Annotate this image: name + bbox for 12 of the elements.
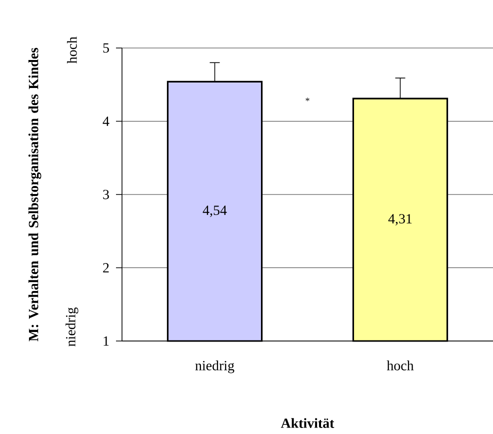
y-tick-label: 5: [103, 43, 109, 53]
annotation: *: [306, 98, 310, 102]
data-label: 4,54: [202, 206, 227, 218]
y-tick-label: 2: [103, 263, 109, 272]
data-label: 4,31: [388, 214, 412, 226]
text: hoch: [67, 36, 77, 64]
y-axis-title: M: Verhalten und Selbstorganisation des Kindes: [28, 48, 42, 342]
text: niedrig: [66, 307, 78, 346]
y-tick-label: 1: [104, 336, 109, 346]
y-tick-label: 3: [103, 190, 109, 200]
y-tick-label: 4: [102, 116, 110, 126]
x-axis-title: Aktivität: [280, 418, 334, 428]
